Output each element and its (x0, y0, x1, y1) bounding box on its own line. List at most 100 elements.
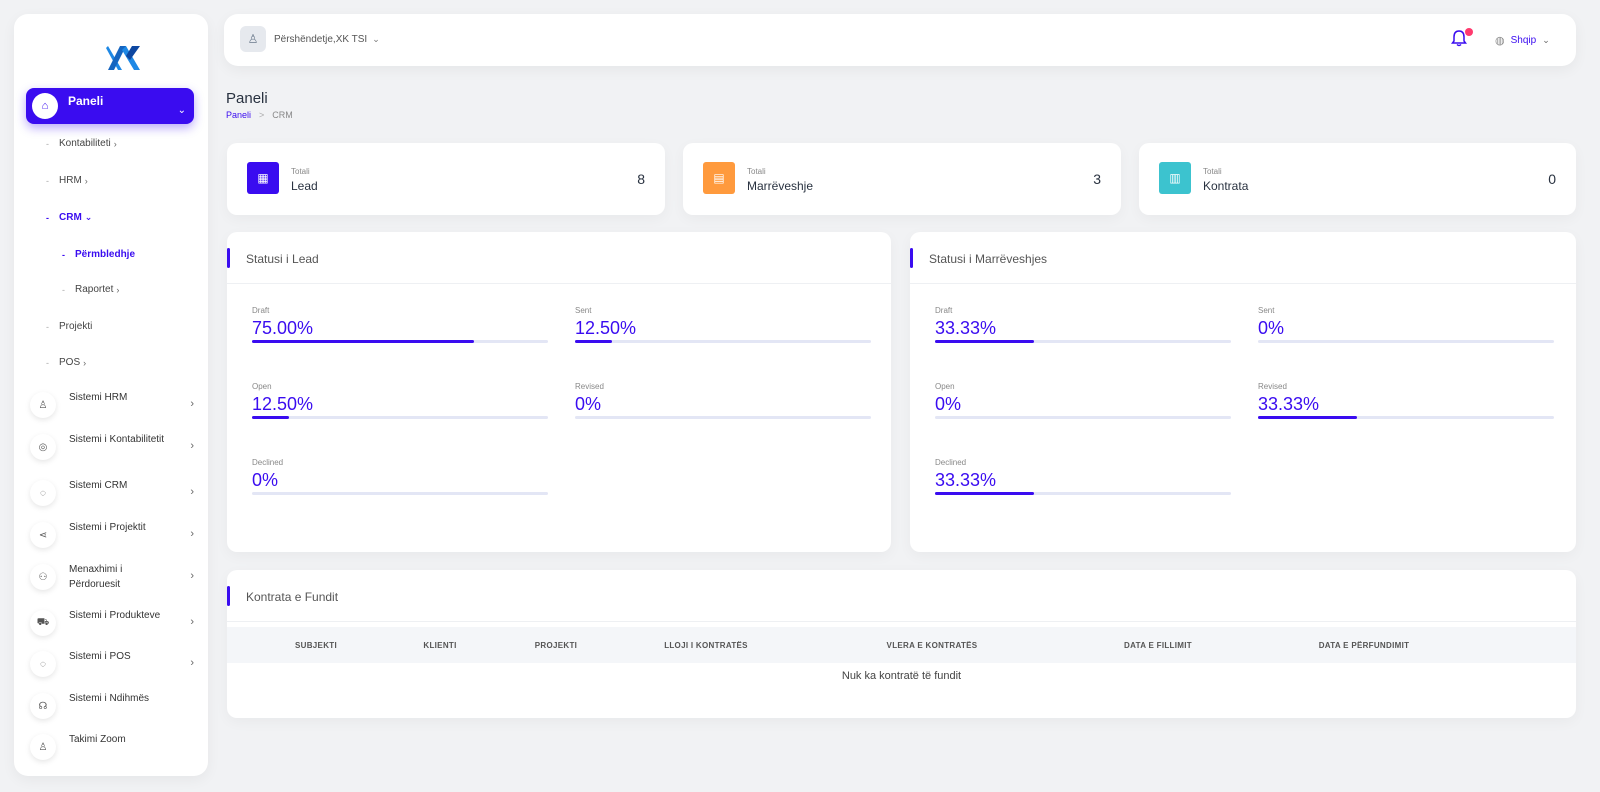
language-selector[interactable]: ◍ Shqip ⌄ (1487, 26, 1558, 54)
language-label: Shqip (1510, 34, 1537, 46)
recent-contracts-panel: Kontrata e Fundit SUBJEKTI KLIENTI PROJE… (227, 570, 1576, 718)
sidebar-item-sistemi-crm[interactable]: ◌ Sistemi CRM › (30, 480, 194, 506)
table-header: SUBJEKTI KLIENTI PROJEKTI LLOJI I KONTRA… (227, 627, 1576, 663)
deal-icon: ▤ (703, 162, 735, 194)
column-header[interactable]: LLOJI I KONTRATËS (664, 641, 748, 650)
page-title: Paneli (226, 90, 268, 107)
sidebar-item-takimi-zoom[interactable]: ♙ Takimi Zoom (30, 734, 194, 760)
metric-draft: Draft 75.00% (252, 306, 548, 343)
sidebar-sub-hrm[interactable]: - HRM › (46, 175, 88, 186)
chevron-down-icon: ⌄ (1542, 34, 1550, 45)
progress-fill (575, 340, 612, 343)
stat-label: Kontrata (1203, 179, 1249, 193)
chevron-right-icon: › (190, 570, 194, 582)
column-header[interactable]: DATA E PËRFUNDIMIT (1318, 641, 1410, 650)
crm-icon: ◌ (30, 480, 56, 506)
stat-card-lead: ▦ Totali Lead 8 (227, 143, 665, 215)
bell-icon[interactable] (1451, 29, 1471, 51)
metric-declined: Declined 0% (252, 458, 548, 495)
sidebar: ⌂ Paneli ⌄ - Kontabiliteti › - HRM › - C… (14, 14, 208, 776)
sidebar-item-sistemi-projektit[interactable]: ⋖ Sistemi i Projektit › (30, 522, 194, 548)
metric-sent: Sent 0% (1258, 306, 1554, 343)
sidebar-item-label: Paneli (68, 94, 104, 108)
progress-fill (1258, 416, 1357, 419)
stat-card-deals: ▤ Totali Marrëveshje 3 (683, 143, 1121, 215)
sidebar-item-sistemi-kontabilitetit[interactable]: ◎ Sistemi i Kontabilitetit › (30, 434, 194, 460)
chevron-right-icon: › (83, 357, 87, 368)
avatar-icon: ♙ (240, 26, 266, 52)
cart-icon: ⛟ (30, 610, 56, 636)
sidebar-item-sistemi-produkteve[interactable]: ⛟ Sistemi i Produkteve › (30, 610, 194, 636)
users-icon: ⚇ (30, 564, 56, 590)
chevron-down-icon: ⌄ (177, 104, 186, 116)
breadcrumb-link[interactable]: Paneli (226, 110, 252, 120)
metric-declined: Declined 33.33% (935, 458, 1231, 495)
stat-value: 8 (637, 171, 645, 187)
sidebar-sub-kontabiliteti[interactable]: - Kontabiliteti › (46, 138, 117, 149)
chevron-right-icon: › (190, 486, 194, 498)
user-icon: ♙ (30, 392, 56, 418)
sidebar-sub-projekti[interactable]: - Projekti (46, 321, 93, 332)
lead-status-panel: Statusi i Lead Draft 75.00% Sent 12.50% … (227, 232, 891, 552)
empty-table-message: Nuk ka kontratë të fundit (841, 670, 962, 682)
sidebar-sub-raportet[interactable]: - Raportet › (62, 284, 120, 295)
metric-revised: Revised 0% (575, 382, 871, 419)
breadcrumb-current: CRM (272, 110, 293, 120)
metric-draft: Draft 33.33% (935, 306, 1231, 343)
user-plus-icon: ♙ (30, 734, 56, 760)
sidebar-item-menaxhimi-perdoruesit[interactable]: ⚇ Menaxhimi i Përdoruesit › (30, 564, 194, 592)
column-header[interactable]: PROJEKTI (534, 641, 578, 650)
chevron-down-icon: ⌄ (84, 212, 93, 222)
column-header[interactable]: VLERA E KONTRATËS (886, 641, 978, 650)
deal-status-panel: Statusi i Marrëveshjes Draft 33.33% Sent… (910, 232, 1576, 552)
breadcrumb: Paneli > CRM (226, 110, 293, 120)
notification-badge (1465, 28, 1473, 36)
chevron-down-icon: ⌄ (372, 33, 380, 44)
progress-fill (935, 492, 1034, 495)
chevron-right-icon: › (190, 616, 194, 628)
metric-sent: Sent 12.50% (575, 306, 871, 343)
column-header[interactable]: KLIENTI (423, 641, 457, 650)
sidebar-sub-pos[interactable]: - POS › (46, 357, 87, 368)
chevron-right-icon: › (190, 528, 194, 540)
headset-icon: ☊ (30, 693, 56, 719)
sidebar-sub-permbledhje[interactable]: - Përmbledhje (62, 249, 136, 260)
progress-fill (252, 340, 474, 343)
sidebar-item-paneli[interactable]: ⌂ Paneli ⌄ (26, 88, 194, 124)
stat-value: 0 (1548, 171, 1556, 187)
stat-value: 3 (1093, 171, 1101, 187)
home-icon: ⌂ (32, 93, 58, 119)
column-header[interactable]: DATA E FILLIMIT (1124, 641, 1192, 650)
chevron-right-icon: › (190, 398, 194, 410)
panel-title: Kontrata e Fundit (246, 590, 339, 604)
sidebar-item-sistemi-ndihmes[interactable]: ☊ Sistemi i Ndihmës (30, 693, 194, 719)
metric-open: Open 12.50% (252, 382, 548, 419)
chevron-right-icon: › (84, 175, 88, 186)
stat-label: Marrëveshje (747, 179, 814, 193)
chevron-right-icon: › (116, 284, 120, 295)
globe-icon: ◍ (1495, 34, 1505, 47)
chevron-right-icon: › (190, 440, 194, 452)
metric-revised: Revised 33.33% (1258, 382, 1554, 419)
sidebar-sub-crm[interactable]: - CRM ⌄ (46, 212, 93, 223)
pos-icon: ◌ (30, 651, 56, 677)
contract-icon: ▥ (1159, 162, 1191, 194)
chevron-right-icon: › (190, 657, 194, 669)
user-menu[interactable]: ♙ Përshëndetje,XK TSI ⌄ (240, 26, 380, 52)
panel-title: Statusi i Lead (246, 252, 319, 266)
metric-open: Open 0% (935, 382, 1231, 419)
sidebar-item-sistemi-pos[interactable]: ◌ Sistemi i POS › (30, 651, 194, 677)
sidebar-item-sistemi-hrm[interactable]: ♙ Sistemi HRM › (30, 392, 194, 418)
top-header: ♙ Përshëndetje,XK TSI ⌄ ◍ Shqip ⌄ (224, 14, 1576, 66)
progress-fill (252, 416, 289, 419)
accounting-icon: ◎ (30, 434, 56, 460)
stat-card-contracts: ▥ Totali Kontrata 0 (1139, 143, 1576, 215)
grid-icon: ▦ (247, 162, 279, 194)
user-greeting: Përshëndetje,XK TSI (274, 33, 368, 45)
progress-fill (935, 340, 1034, 343)
stat-label: Lead (291, 179, 318, 193)
column-header[interactable]: SUBJEKTI (295, 641, 337, 650)
logo-icon[interactable] (104, 42, 144, 74)
chevron-right-icon: › (113, 138, 117, 149)
share-icon: ⋖ (30, 522, 56, 548)
